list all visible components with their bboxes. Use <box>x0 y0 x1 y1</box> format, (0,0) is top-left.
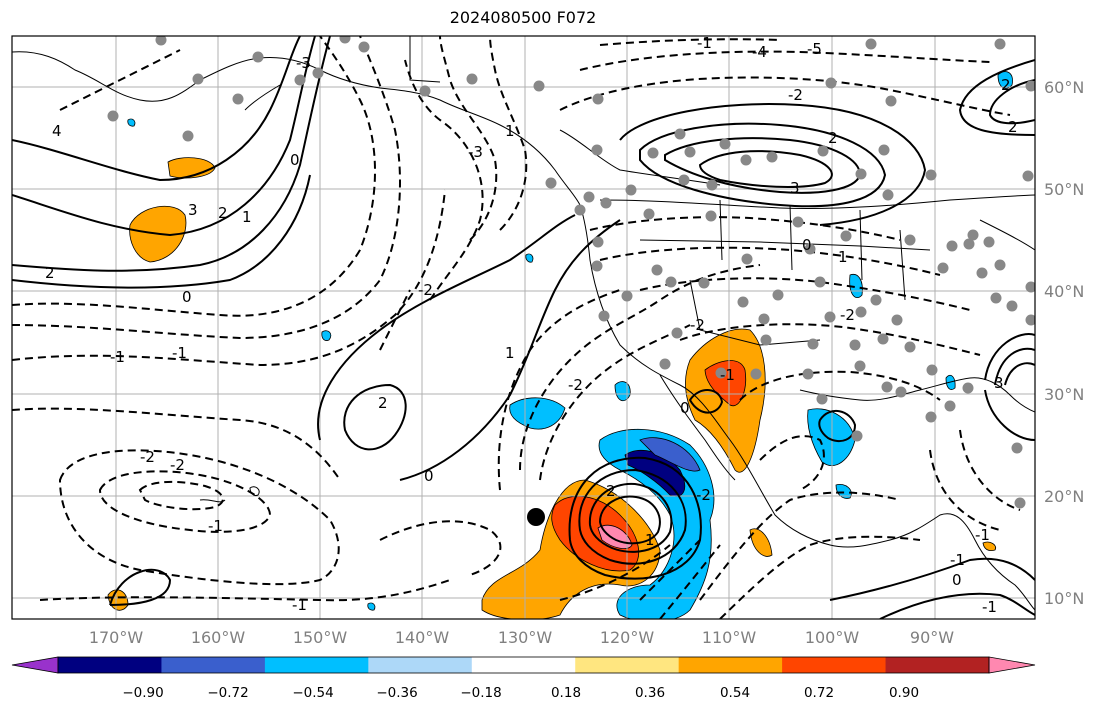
colorbar-tick-label: −0.18 <box>460 685 501 701</box>
map-panel <box>12 36 1035 619</box>
contour-label: -3 <box>468 143 483 161</box>
lon-label: 160°W <box>191 628 246 647</box>
contour-label: -1 <box>292 596 307 614</box>
contour-label: 3 <box>188 201 198 219</box>
colorbar-ticks: −0.90 −0.72 −0.54 −0.36 −0.18 0.18 0.36 … <box>122 685 919 701</box>
lon-label: 170°W <box>89 628 144 647</box>
colorbar-tick-label: 0.72 <box>804 685 834 701</box>
contour-label: 2 <box>1001 76 1011 94</box>
colorbar-tick-label: −0.36 <box>376 685 417 701</box>
contour-label: -1 <box>208 517 223 535</box>
contour-label: -1 <box>697 34 712 52</box>
contour-label: 2 <box>1008 118 1018 136</box>
contour-label: -2 <box>170 456 185 474</box>
colorbar-swatch <box>782 657 887 673</box>
colorbar-tick-label: −0.90 <box>122 685 163 701</box>
contour-label: -1 <box>172 344 187 362</box>
contour-label: -1 <box>982 598 997 616</box>
contour-label: 0 <box>424 467 434 485</box>
contour-label: -2 <box>788 86 803 104</box>
colorbar-swatch <box>368 657 473 673</box>
lon-label: 110°W <box>702 628 757 647</box>
lat-label: 40°N <box>1044 282 1084 301</box>
contour-label: -2 <box>418 281 433 299</box>
lon-label: 100°W <box>805 628 860 647</box>
colorbar-swatch <box>885 657 990 673</box>
contour-label: 1 <box>645 531 655 549</box>
contour-label: 2 <box>828 129 838 147</box>
contour-label: 3 <box>790 179 800 197</box>
map-border <box>11 35 1036 620</box>
colorbar-tick-label: 0.18 <box>551 685 581 701</box>
storm-center-marker <box>527 508 545 526</box>
lat-label: 50°N <box>1044 180 1084 199</box>
colorbar-extend-high <box>988 656 1036 674</box>
colorbar <box>11 656 1036 674</box>
contour-label: -1 <box>110 348 125 366</box>
colorbar-swatch <box>58 657 162 673</box>
colorbar-tick-label: 0.36 <box>635 685 665 701</box>
contour-label: 2 <box>378 394 388 412</box>
colorbar-swatch <box>471 657 576 673</box>
contour-label: 2 <box>606 482 616 500</box>
contour-label: 0 <box>952 571 962 589</box>
colorbar-swatch <box>678 657 783 673</box>
colorbar-tick-label: 0.90 <box>889 685 919 701</box>
lon-label: 130°W <box>498 628 553 647</box>
contour-label: -1 <box>720 366 735 384</box>
lat-label: 30°N <box>1044 385 1084 404</box>
gridlines <box>12 36 1035 619</box>
contour-label: 0 <box>680 399 690 417</box>
lon-label: 150°W <box>293 628 348 647</box>
contour-label: 2 <box>218 204 228 222</box>
lat-label: 10°N <box>1044 589 1084 608</box>
contour-label: -1 <box>950 551 965 569</box>
contour-value-labels: 4 3 2 1 0 -1 -2 -3 -4 -5 2 1 0 -1 -2 2 -… <box>45 34 1018 616</box>
colorbar-tick-label: −0.54 <box>292 685 333 701</box>
lat-label: 20°N <box>1044 487 1084 506</box>
contour-label: -2 <box>568 376 583 394</box>
contour-label: 0 <box>802 236 812 254</box>
contour-label: -2 <box>840 306 855 324</box>
map-title: 2024080500 F072 <box>449 8 597 27</box>
contour-label: 2 <box>45 264 55 282</box>
contour-label: -2 <box>140 448 155 466</box>
contour-label: 0 <box>290 151 300 169</box>
longitude-labels: 170°W 160°W 150°W 140°W 130°W 120°W 110°… <box>89 628 954 647</box>
contour-label: 1 <box>505 344 515 362</box>
colorbar-outline <box>57 656 990 674</box>
lon-label: 120°W <box>600 628 655 647</box>
contour-label: 0 <box>182 288 192 306</box>
colorbar-tick-label: −0.72 <box>207 685 248 701</box>
contour-label: -4 <box>752 43 767 61</box>
contour-label: -2 <box>696 486 711 504</box>
contour-label: 1 <box>505 122 515 140</box>
contour-label: -3 <box>296 54 311 72</box>
colorbar-extend-low <box>11 656 59 674</box>
contour-lines-negative <box>12 36 1021 619</box>
colorbar-tick-label: 0.54 <box>720 685 750 701</box>
latitude-labels: 60°N 50°N 40°N 30°N 20°N 10°N <box>1044 78 1084 608</box>
contour-label: -2 <box>690 316 705 334</box>
contour-label: 3 <box>994 374 1004 392</box>
contour-label: 4 <box>52 122 62 140</box>
lon-label: 90°W <box>910 628 954 647</box>
colorbar-swatch <box>264 657 369 673</box>
contour-label: 1 <box>242 208 252 226</box>
lat-label: 60°N <box>1044 78 1084 97</box>
contour-label: -1 <box>975 526 990 544</box>
contour-label: 1 <box>838 248 848 266</box>
lon-label: 140°W <box>395 628 450 647</box>
station-markers <box>107 36 1035 509</box>
colorbar-swatch <box>161 657 266 673</box>
colorbar-swatch <box>575 657 680 673</box>
contour-label: -5 <box>807 40 822 58</box>
